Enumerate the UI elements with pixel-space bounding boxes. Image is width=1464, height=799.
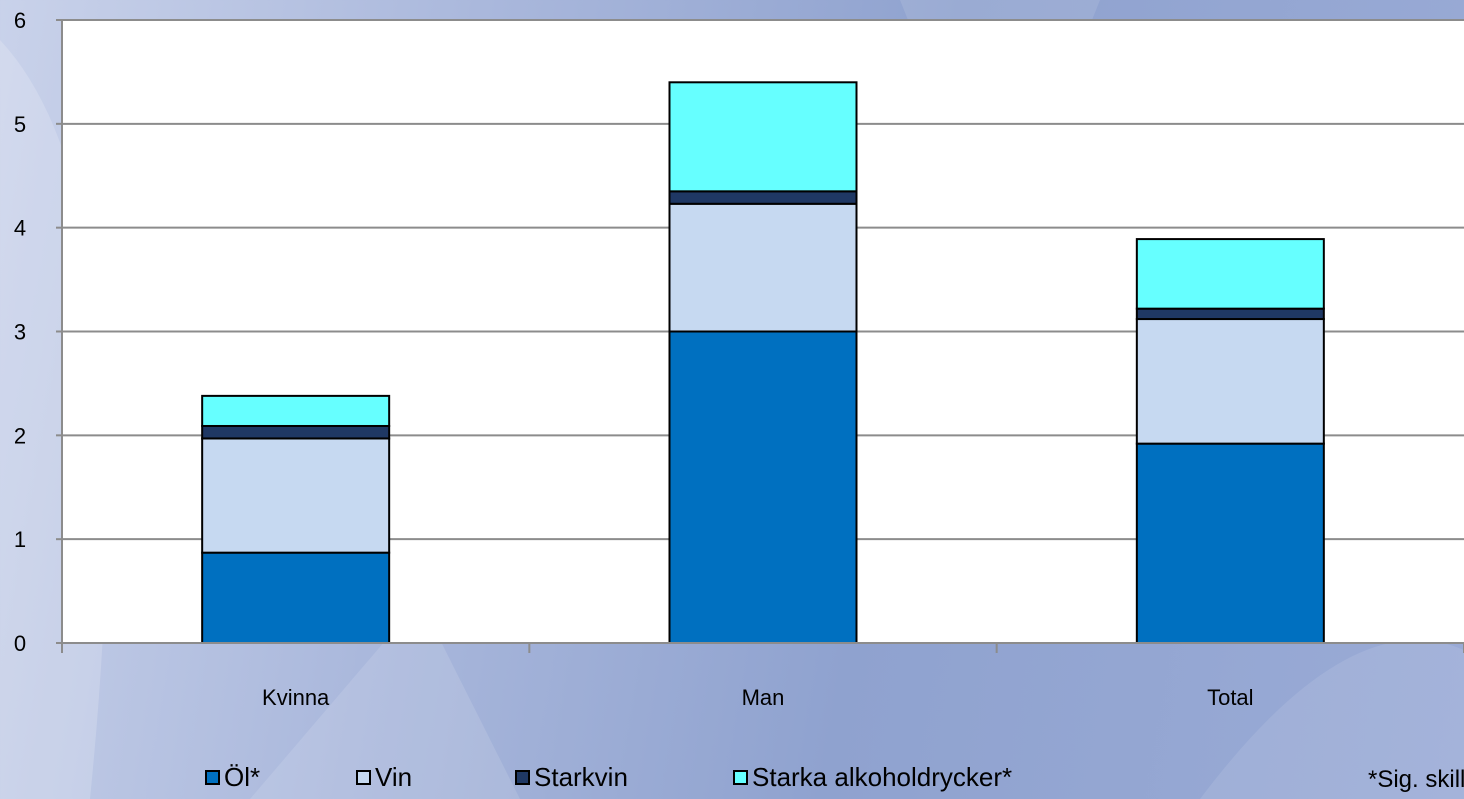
y-tick-label: 1 bbox=[14, 527, 26, 552]
y-tick-label: 4 bbox=[14, 216, 26, 241]
legend-item: Vin bbox=[356, 762, 412, 793]
legend-item: Starka alkoholdrycker* bbox=[733, 762, 1012, 793]
bar-segment bbox=[668, 330, 858, 644]
legend-item: Starkvin bbox=[515, 762, 628, 793]
y-tick-label: 6 bbox=[14, 8, 26, 33]
x-category-label: Man bbox=[742, 685, 785, 710]
legend-swatch bbox=[733, 770, 748, 785]
bar-segment bbox=[1135, 442, 1325, 645]
significance-note: *Sig. skillnad bbox=[1368, 766, 1464, 793]
bar-segment bbox=[201, 551, 391, 644]
legend-label: Öl* bbox=[224, 762, 261, 792]
axes bbox=[56, 19, 1464, 653]
y-tick-label: 2 bbox=[14, 423, 26, 448]
legend-swatch bbox=[205, 770, 220, 785]
legend-label: Starkvin bbox=[534, 762, 628, 792]
x-axis-category-labels: Kvinna Man Total bbox=[262, 685, 1254, 710]
bar-segment bbox=[201, 437, 391, 554]
bar-segment bbox=[1135, 307, 1325, 321]
bars bbox=[201, 81, 1325, 645]
x-category-label: Kvinna bbox=[262, 685, 330, 710]
y-tick-label: 0 bbox=[14, 631, 26, 656]
bar-segment bbox=[1135, 318, 1325, 445]
bar-segment bbox=[1135, 238, 1325, 310]
legend-item: Öl* bbox=[205, 762, 260, 793]
bar-segment bbox=[668, 81, 858, 193]
y-tick-label: 3 bbox=[14, 320, 26, 345]
x-category-label: Total bbox=[1207, 685, 1253, 710]
legend: Öl* Vin Starkvin Starka alkoholdrycker* bbox=[0, 762, 1464, 799]
bar-segment bbox=[668, 190, 858, 205]
legend-swatch bbox=[356, 770, 371, 785]
legend-label: Vin bbox=[375, 762, 413, 792]
bar-segment bbox=[668, 202, 858, 333]
y-tick-label: 5 bbox=[14, 112, 26, 137]
bar-segment bbox=[201, 394, 391, 427]
y-axis-tick-labels: 0 1 2 3 4 5 6 bbox=[14, 8, 26, 656]
legend-swatch bbox=[515, 770, 530, 785]
bar-segment bbox=[201, 424, 391, 440]
legend-label: Starka alkoholdrycker* bbox=[752, 762, 1013, 792]
